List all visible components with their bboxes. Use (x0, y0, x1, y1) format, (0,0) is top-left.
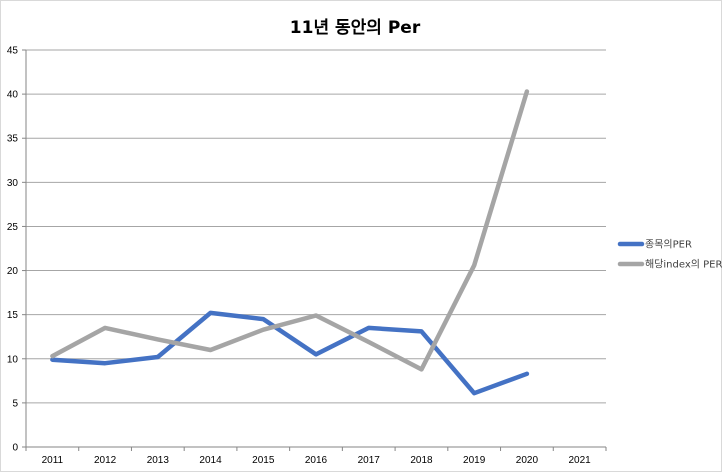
x-tick-label: 2013 (147, 455, 170, 466)
x-tick-label: 2019 (463, 455, 486, 466)
legend-label-2: 해당index의 PER (645, 258, 722, 271)
y-tick-label: 25 (7, 222, 19, 233)
y-tick-label: 45 (7, 46, 19, 57)
y-tick-label: 20 (7, 266, 19, 277)
y-tick-label: 35 (7, 134, 19, 145)
gridlines (26, 49, 606, 404)
y-tick-label: 15 (7, 310, 19, 321)
x-tick-label: 2020 (516, 455, 539, 466)
x-tick-label: 2012 (94, 455, 117, 466)
x-tick-label: 2015 (252, 455, 275, 466)
series-lines (50, 89, 530, 396)
series-line-2 (50, 89, 530, 372)
x-tick-label: 2016 (305, 455, 328, 466)
y-tick-label: 30 (7, 178, 19, 189)
x-tick-label: 2011 (42, 455, 64, 466)
x-tick-label: 2018 (410, 455, 433, 466)
series-line-1 (50, 310, 530, 396)
x-tick-label: 2017 (358, 455, 381, 466)
y-tick-label: 5 (12, 398, 18, 409)
legend: 종목의PER 해당index의 PER (617, 239, 722, 271)
chart-title: 11년 동안의 Per (290, 18, 421, 38)
y-tick-label: 10 (7, 354, 19, 365)
x-tick-label: 2021 (569, 455, 592, 466)
x-tick-label: 2014 (199, 455, 222, 466)
legend-label-1: 종목의PER (645, 239, 692, 251)
y-tick-label: 40 (7, 90, 19, 101)
axes: 0 5 10 15 20 25 30 35 40 45 2011 2012 2013 2014 2015 20… (7, 46, 607, 466)
y-tick-label: 0 (12, 443, 18, 454)
